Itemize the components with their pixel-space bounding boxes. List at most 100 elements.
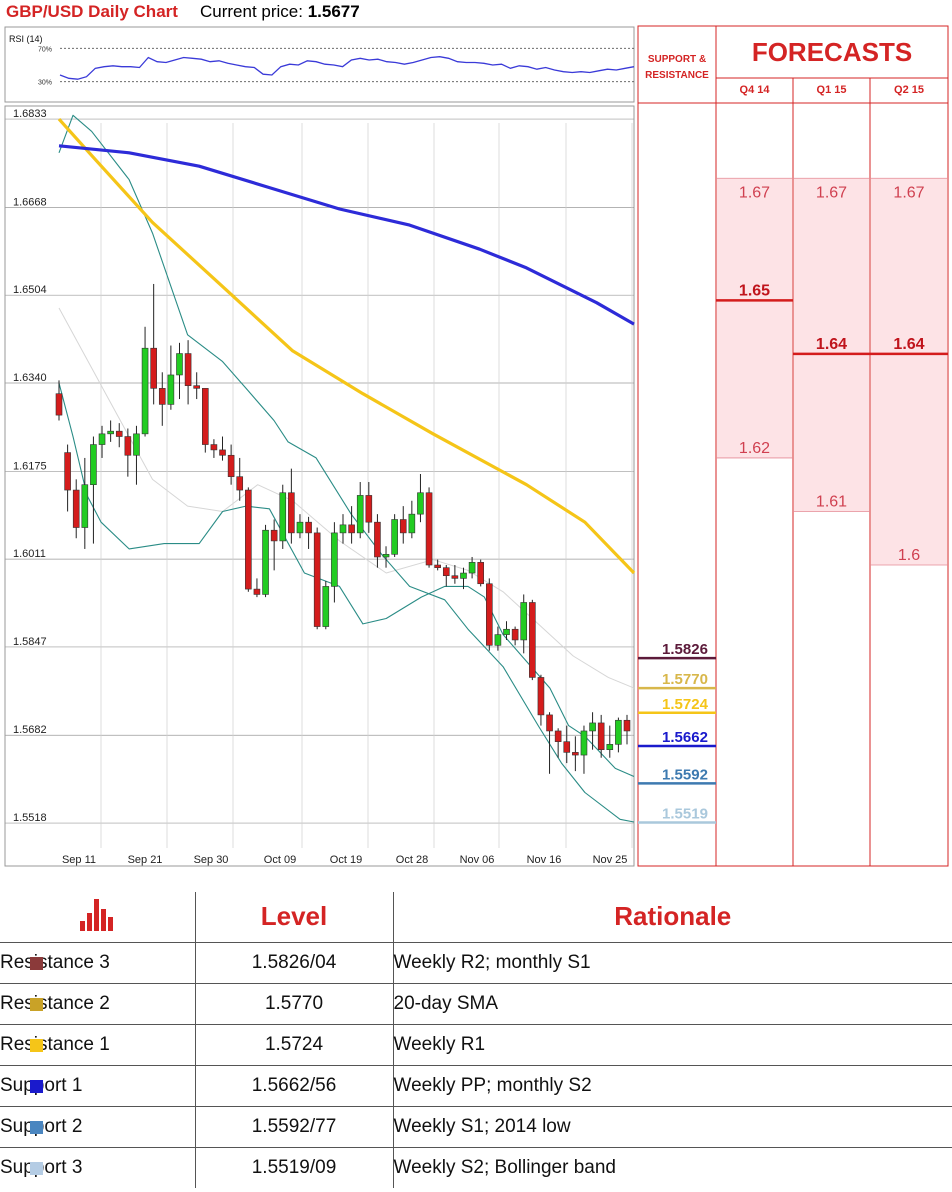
levels-table-header: Level Rationale (0, 892, 952, 942)
x-tick-label: Sep 21 (128, 854, 163, 866)
x-tick-label: Nov 25 (593, 854, 628, 866)
candle-body (494, 634, 502, 646)
candle-body (72, 489, 80, 528)
x-tick-label: Nov 06 (460, 854, 495, 866)
candle-body (486, 583, 493, 646)
candle-body (382, 554, 390, 558)
candle-body (563, 741, 571, 753)
candle-body (64, 452, 71, 491)
rsi-30-label: 30% (38, 80, 52, 87)
sr-label-line2: RESISTANCE (645, 70, 709, 81)
candle-body (219, 449, 226, 456)
forecast-high-value: 1.67 (739, 184, 770, 201)
candle-body (98, 433, 106, 445)
candle-body (615, 719, 622, 745)
level-rationale: Weekly R2; monthly S1 (393, 941, 952, 983)
candle-body (322, 586, 330, 627)
candle-body (572, 752, 579, 756)
level-color-swatch (30, 1161, 43, 1175)
y-tick-label: 1.6833 (13, 108, 47, 120)
level-value: 1.5519/09 (195, 1146, 394, 1188)
y-tick-label: 1.5847 (13, 636, 47, 648)
candle-body (348, 524, 355, 534)
x-tick-label: Oct 28 (396, 854, 428, 866)
candle-body (425, 492, 433, 566)
level-rationale: 20-day SMA (393, 982, 952, 1024)
forecast-median-value: 1.64 (816, 336, 847, 353)
forecast-range (871, 178, 947, 566)
sr-level-value: 1.5519 (662, 806, 708, 823)
forecast-period-label: Q4 14 (740, 84, 771, 96)
candle-body (339, 524, 347, 534)
chart-header: GBP/USD Daily Chart Current price: 1.567… (0, 0, 640, 24)
y-tick-label: 1.6504 (13, 284, 47, 296)
rationale-column-header: Rationale (614, 901, 732, 932)
candle-body (167, 374, 175, 405)
candle-body (115, 430, 123, 437)
forecast-range (794, 178, 869, 512)
candle-body (597, 722, 605, 750)
candle-body (245, 489, 252, 590)
level-value: 1.5770 (195, 982, 394, 1024)
candle-body (503, 628, 510, 635)
candle-body (606, 744, 614, 750)
candle-body (580, 730, 588, 756)
forecast-high-value: 1.67 (893, 184, 924, 201)
bar-chart-icon (0, 892, 196, 942)
sr-level-value: 1.5826 (662, 641, 708, 658)
candle-body (262, 529, 269, 595)
candle-body (529, 602, 536, 678)
candle-body (236, 476, 244, 491)
forecast-period-label: Q1 15 (817, 84, 847, 96)
candle-body (279, 492, 287, 542)
sr-level-value: 1.5770 (662, 671, 708, 688)
candle-body (141, 347, 149, 435)
x-tick-label: Sep 11 (62, 854, 96, 866)
level-value: 1.5662/56 (195, 1064, 394, 1106)
level-name: Resistance 2 (0, 992, 110, 1014)
table-row: Resistance 3 1.5826/04 Weekly R2; monthly … (0, 941, 952, 983)
level-name: Resistance 3 (0, 951, 110, 973)
sr-label-line1: SUPPORT & (648, 54, 706, 65)
chart-area: RSI (14) 70% 30% 1.6833 1.6668 1.6504 1.6340 1.… (4, 25, 949, 867)
level-name-cell: Resistance 2 (0, 982, 196, 1024)
candle-body (554, 730, 562, 742)
candle-body (546, 714, 553, 732)
forecast-median-value: 1.65 (739, 282, 770, 299)
x-tick-label: Nov 16 (527, 854, 562, 866)
candle-body (305, 521, 312, 534)
candle-body (460, 572, 467, 579)
candle-body (442, 567, 450, 577)
candle-body (477, 562, 484, 585)
candle-body (434, 564, 441, 568)
level-name-cell: Support 2 (0, 1105, 196, 1147)
sr-level-value: 1.5662 (662, 729, 708, 746)
candle-body (90, 444, 97, 486)
level-name-cell: Resistance 3 (0, 941, 196, 983)
level-color-swatch (30, 997, 43, 1011)
level-rationale: Weekly R1 (393, 1023, 952, 1065)
rsi-label: RSI (14) (9, 34, 43, 44)
candle-body (399, 519, 407, 534)
table-row: Resistance 2 1.5770 20-day SMA (0, 982, 952, 1024)
candle-body (176, 353, 183, 376)
sr-level-value: 1.5592 (662, 766, 708, 783)
candle-body (468, 562, 476, 574)
candle-body (451, 575, 459, 579)
y-tick-label: 1.6340 (13, 372, 47, 384)
candle-body (537, 677, 545, 716)
candle-body (623, 719, 631, 732)
candle-body (253, 588, 261, 595)
candle-body (227, 454, 235, 477)
chart-title: GBP/USD Daily Chart (6, 2, 178, 21)
indicator-line (58, 144, 635, 326)
candle-body (270, 529, 278, 542)
y-tick-label: 1.5682 (13, 724, 47, 736)
candle-body (158, 388, 166, 405)
candle-body (408, 513, 416, 534)
candle-body (55, 393, 63, 416)
table-row: Resistance 1 1.5724 Weekly R1 (0, 1023, 952, 1065)
candle-body (81, 484, 89, 528)
level-color-swatch (30, 1079, 43, 1093)
